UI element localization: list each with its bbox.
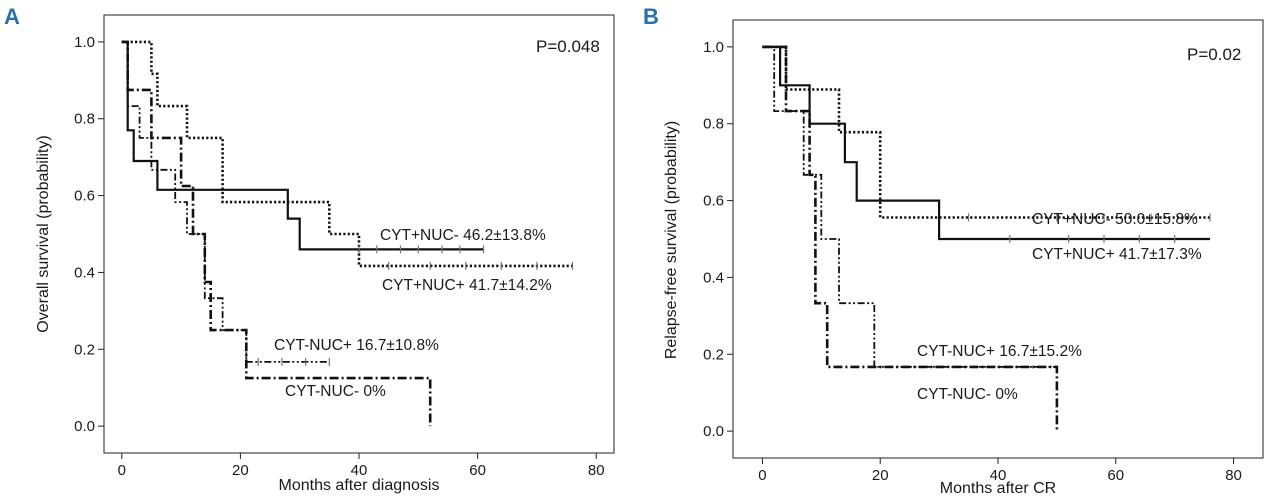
y-tick-label-b-5: 1.0 [703, 39, 724, 56]
panel-label-b: B [643, 4, 659, 29]
p-value-b: P=0.02 [1187, 45, 1241, 64]
y-tick-label-b-0: 0.0 [703, 423, 724, 440]
x-tick-label-b-40: 40 [990, 467, 1007, 484]
panel-a: A 0 20 40 60 80 0.0 0.2 0.4 0.6 0.8 1.0 P=0.048 CY… [4, 4, 615, 494]
annotation-a-cyt-pos-nuc-neg: CYT+NUC- 46.2±13.8% [380, 227, 546, 244]
annotation-b-cyt-neg-nuc-neg: CYT-NUC- 0% [917, 386, 1018, 403]
censor-marks-b [967, 213, 1211, 243]
annotation-a-cyt-neg-nuc-pos: CYT-NUC+ 16.7±10.8% [274, 337, 439, 354]
p-value-a: P=0.048 [536, 37, 600, 56]
y-tick-label-b-4: 0.8 [703, 116, 724, 133]
panel-b: B 0 20 40 60 80 0.0 0.2 0.4 0.6 0.8 1.0 P=0.02 CYT… [643, 4, 1264, 497]
x-axis-title-a: Months after diagnosis [279, 477, 440, 494]
curve-a-cyt-negnuc-neg [121, 40, 432, 427]
y-tick-label-a-4: 0.8 [74, 111, 95, 128]
y-tick-label-a-3: 0.6 [74, 188, 95, 205]
curve-b-cyt-negnuc-neg [762, 45, 1059, 432]
annotation-a-cyt-neg-nuc-neg: CYT-NUC- 0% [285, 383, 386, 400]
annotation-b-cyt-pos-nuc-neg: CYT+NUC- 50.0±15.8% [1032, 211, 1198, 228]
x-tick-label-a-0: 0 [118, 462, 126, 479]
curve-a-cyt-posnuc-pos [121, 40, 573, 268]
x-tick-label-a-20: 20 [232, 462, 249, 479]
y-tick-label-b-1: 0.2 [703, 346, 724, 363]
x-tick-label-b-80: 80 [1225, 467, 1242, 484]
y-tick-label-a-2: 0.4 [74, 264, 95, 281]
y-axis-title-a: Overall survival (probability) [35, 135, 52, 332]
censor-marks-a [257, 245, 574, 366]
y-tick-label-a-1: 0.2 [74, 341, 95, 358]
curves-a [121, 40, 573, 427]
y-tick-label-a-5: 1.0 [74, 34, 95, 51]
y-tick-label-b-3: 0.6 [703, 193, 724, 210]
axes-a: 0 20 40 60 80 0.0 0.2 0.4 0.6 0.8 1.0 [74, 34, 604, 479]
curve-a-cyt-posnuc-neg [121, 40, 484, 251]
annotation-b-cyt-neg-nuc-pos: CYT-NUC+ 16.7±15.2% [917, 343, 1082, 360]
x-tick-label-b-0: 0 [758, 467, 766, 484]
x-tick-label-a-80: 80 [588, 462, 605, 479]
x-axis-title-b: Months after CR [940, 480, 1056, 497]
annotation-a-cyt-pos-nuc-pos: CYT+NUC+ 41.7±14.2% [382, 277, 552, 294]
y-tick-label-b-2: 0.4 [703, 269, 724, 286]
x-tick-label-a-40: 40 [351, 462, 368, 479]
x-tick-label-a-60: 60 [469, 462, 486, 479]
x-tick-label-b-20: 20 [872, 467, 889, 484]
curve-b-cyt-posnuc-neg [762, 45, 1210, 219]
x-tick-label-b-60: 60 [1107, 467, 1124, 484]
axes-b: 0 20 40 60 80 0.0 0.2 0.4 0.6 0.8 1.0 [703, 39, 1242, 484]
curve-b-cyt-negnuc-pos [762, 46, 1057, 368]
y-tick-label-a-0: 0.0 [74, 418, 95, 435]
curves-b [762, 45, 1210, 432]
panel-label-a: A [4, 4, 20, 29]
annotation-b-cyt-pos-nuc-pos: CYT+NUC+ 41.7±17.3% [1032, 246, 1202, 263]
y-axis-title-b: Relapse-free survival (probability) [663, 121, 680, 359]
curve-b-cyt-posnuc-pos [762, 45, 1210, 241]
